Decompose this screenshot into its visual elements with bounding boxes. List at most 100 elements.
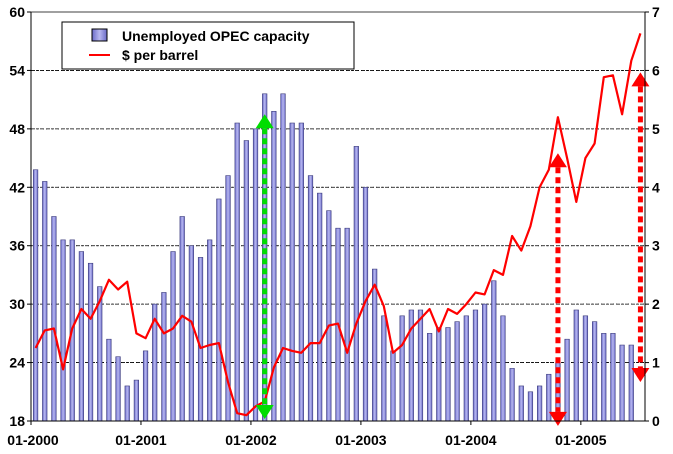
capacity-bar-9: [115, 356, 121, 422]
capacity-bar-20: [216, 198, 222, 422]
capacity-bar-55: [537, 385, 543, 422]
x-tick-label-4: 01-2004: [445, 432, 497, 448]
capacity-bar-37: [372, 268, 378, 422]
double-arrow-head-bottom-1: [548, 411, 567, 426]
axes: [30, 11, 646, 422]
capacity-bar-47: [463, 315, 469, 422]
capacity-bar-0: [32, 169, 39, 422]
double-arrow-head-top-0: [255, 114, 274, 129]
capacity-bar-23: [243, 140, 249, 422]
capacity-bar-42: [417, 309, 424, 422]
right-tick-label-4: 4: [652, 179, 660, 195]
capacity-bar-18: [197, 257, 204, 422]
double-arrow-head-top-1: [548, 153, 567, 168]
double-arrow-2: [631, 72, 650, 383]
left-tick-label-5: 48: [9, 121, 25, 137]
capacity-bar-58: [564, 338, 570, 422]
capacity-bar-5: [78, 251, 84, 422]
capacity-bar-62: [601, 333, 607, 422]
capacity-bar-12: [142, 350, 149, 422]
capacity-bar-7: [97, 286, 103, 422]
x-tick-label-5: 01-2005: [555, 432, 607, 448]
left-tick-label-4: 42: [9, 179, 25, 195]
capacity-bar-50: [491, 280, 497, 422]
double-arrow-head-bottom-2: [631, 368, 650, 383]
capacity-bar-8: [106, 338, 112, 422]
x-tick-label-1: 01-2001: [115, 432, 167, 448]
double-arrow-0: [255, 114, 274, 420]
legend-bar-swatch: [91, 28, 108, 42]
left-tick-label-7: 60: [9, 4, 25, 20]
right-tick-label-5: 5: [652, 121, 660, 137]
price-line: [34, 33, 642, 417]
capacity-bar-60: [582, 315, 589, 422]
double-arrow-head-top-2: [631, 72, 650, 87]
left-tick-label-1: 24: [9, 355, 25, 371]
annotation-arrows: [255, 72, 650, 426]
capacity-bar-43: [427, 333, 433, 422]
x-axis-ticks: 01-2000 01-2001 01-2002 01-2003 01-2004 01-20…: [7, 421, 607, 448]
capacity-bar-28: [289, 122, 295, 422]
left-tick-label-6: 54: [9, 62, 25, 78]
double-arrow-head-bottom-0: [255, 405, 274, 420]
capacity-bar-39: [390, 350, 396, 422]
capacity-bar-61: [592, 321, 598, 422]
capacity-bar-59: [573, 309, 579, 422]
left-tick-label-0: 18: [9, 413, 25, 429]
capacity-bar-45: [445, 327, 451, 422]
capacity-bar-11: [133, 379, 139, 422]
right-axis-ticks: 0 1 2 3 4 5 6 7: [645, 4, 660, 429]
capacity-bar-35: [353, 146, 359, 422]
capacity-bar-40: [399, 315, 405, 422]
capacity-bar-38: [381, 315, 387, 422]
capacity-bars: [32, 93, 634, 422]
capacity-bar-27: [280, 93, 286, 422]
capacity-bar-6: [87, 262, 94, 422]
capacity-bar-3: [60, 239, 66, 422]
capacity-bar-2: [51, 216, 57, 422]
left-tick-label-2: 30: [9, 296, 25, 312]
x-tick-label-3: 01-2003: [335, 432, 387, 448]
left-tick-label-3: 36: [9, 238, 25, 254]
double-arrow-1: [548, 153, 567, 426]
right-tick-label-6: 6: [652, 62, 660, 78]
capacity-bar-63: [610, 333, 616, 422]
right-tick-label-7: 7: [652, 4, 660, 20]
capacity-bar-30: [307, 175, 314, 422]
capacity-bar-10: [124, 385, 130, 422]
right-tick-label-0: 0: [652, 413, 660, 429]
capacity-bar-17: [188, 245, 194, 422]
right-tick-label-2: 2: [652, 296, 660, 312]
x-tick-label-2: 01-2002: [225, 432, 277, 448]
capacity-bar-51: [500, 315, 506, 422]
capacity-bar-48: [472, 309, 479, 422]
capacity-bar-54: [527, 391, 534, 422]
capacity-bar-24: [252, 128, 259, 422]
capacity-bar-14: [161, 292, 167, 422]
capacity-bar-52: [509, 368, 515, 422]
capacity-bar-1: [42, 181, 48, 422]
capacity-bar-49: [482, 303, 488, 422]
capacity-bar-29: [298, 122, 304, 422]
grid-lines: [31, 70, 645, 363]
capacity-bar-19: [207, 239, 213, 422]
price-line-path: [34, 33, 642, 417]
capacity-bar-64: [619, 344, 625, 422]
capacity-bar-65: [628, 344, 634, 422]
capacity-bar-32: [326, 210, 332, 422]
capacity-bar-53: [518, 385, 524, 422]
capacity-bar-31: [317, 192, 323, 422]
legend: Unemployed OPEC capacity $ per barrel: [61, 21, 355, 70]
capacity-bar-46: [454, 321, 460, 422]
right-tick-label-1: 1: [652, 355, 660, 371]
x-tick-label-0: 01-2000: [7, 432, 59, 448]
left-axis-ticks: 18 24 30 36 42 48 54 60: [9, 4, 31, 429]
capacity-bar-15: [170, 251, 176, 422]
capacity-bar-34: [344, 227, 350, 422]
legend-label-price: $ per barrel: [122, 47, 198, 63]
right-tick-label-3: 3: [652, 238, 660, 254]
capacity-bar-22: [234, 122, 240, 422]
capacity-bar-44: [436, 327, 442, 422]
legend-label-capacity: Unemployed OPEC capacity: [122, 28, 310, 44]
